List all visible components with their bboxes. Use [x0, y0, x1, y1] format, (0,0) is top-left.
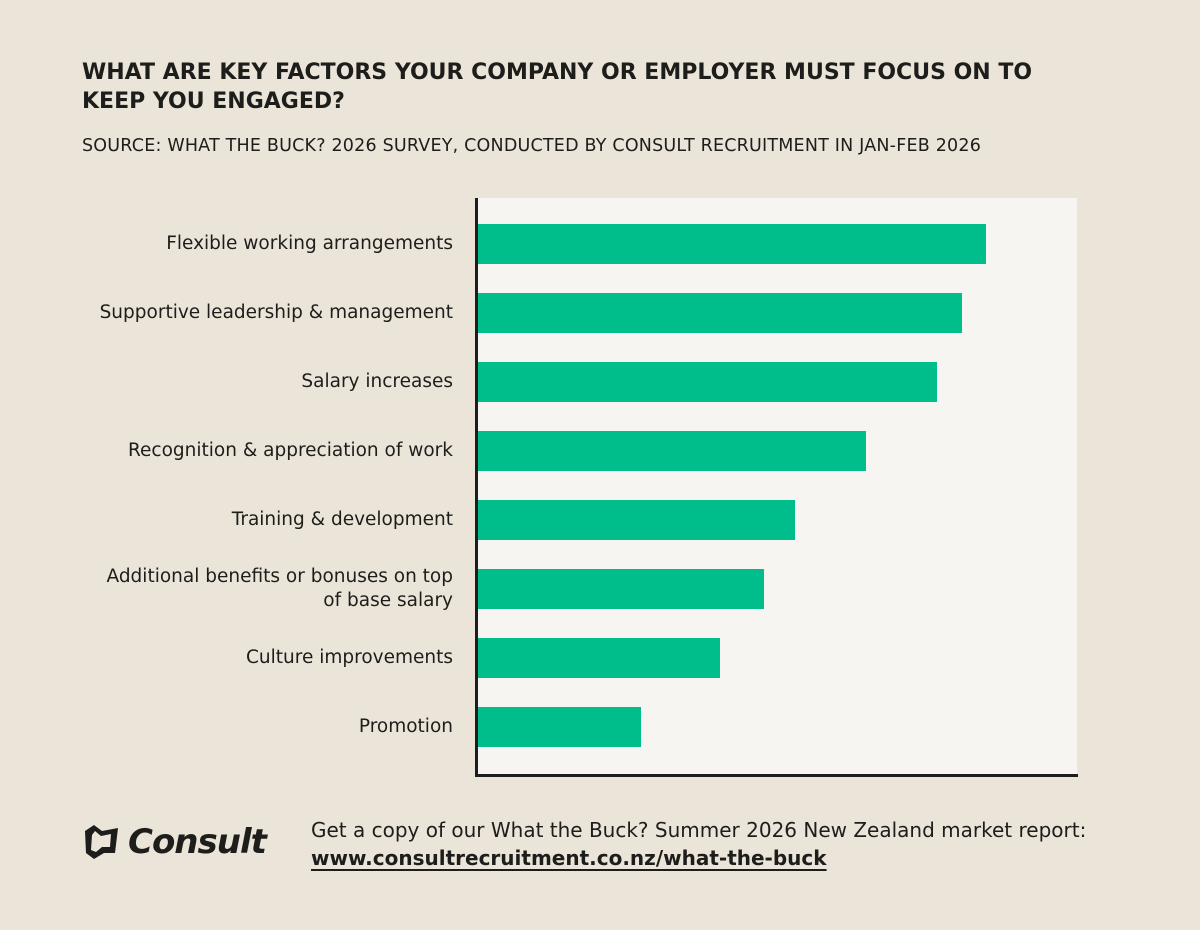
- y-axis: [475, 198, 478, 777]
- bar: [477, 293, 962, 333]
- chart-title: WHAT ARE KEY FACTORS YOUR COMPANY OR EMP…: [82, 60, 1033, 114]
- y-tick-label: Additional benefits or bonuses on top of…: [106, 566, 453, 611]
- footer-text: Get a copy of our What the Buck? Summer …: [311, 818, 1087, 842]
- y-tick-label: Flexible working arrangements: [166, 233, 453, 254]
- bar: [477, 569, 764, 609]
- bar: [477, 362, 938, 402]
- bar: [477, 638, 720, 678]
- x-axis: [475, 774, 1078, 777]
- plot-area: [477, 198, 1077, 775]
- bar: [477, 500, 795, 540]
- bar: [477, 224, 986, 264]
- y-tick-label: Training & development: [231, 509, 453, 530]
- bar: [477, 707, 641, 747]
- y-tick-label: Supportive leadership & management: [99, 302, 453, 323]
- y-tick-label: Recognition & appreciation of work: [128, 440, 453, 461]
- y-tick-label: Culture improvements: [246, 647, 453, 668]
- bar: [477, 431, 866, 471]
- y-tick-label: Salary increases: [301, 371, 453, 392]
- logo-text: Consult: [128, 822, 267, 862]
- logo: Consult: [82, 822, 267, 862]
- logo-icon: [85, 825, 118, 859]
- footer-link[interactable]: www.consultrecruitment.co.nz/what-the-bu…: [311, 846, 827, 870]
- chart-subtitle: SOURCE: WHAT THE BUCK? 2026 SURVEY, COND…: [82, 136, 982, 156]
- y-tick-label: Promotion: [358, 716, 453, 737]
